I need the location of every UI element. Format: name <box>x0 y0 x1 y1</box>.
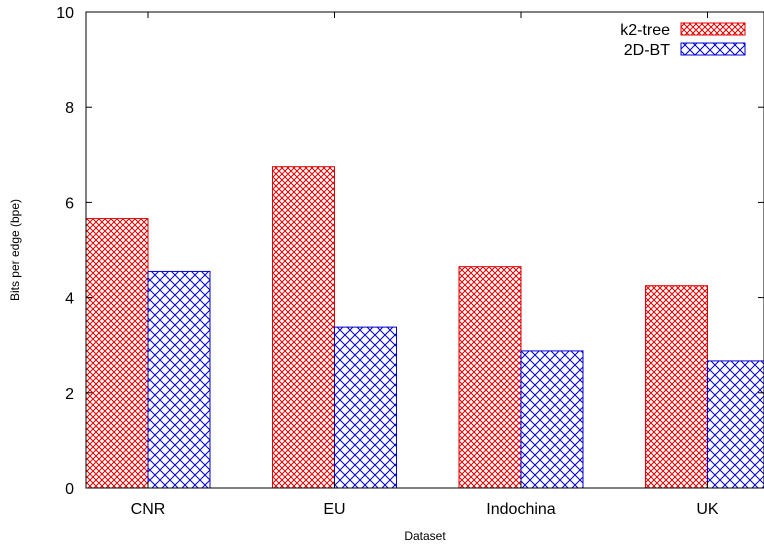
bar-k2-tree-uk <box>645 285 708 489</box>
bar-k2-tree-indochina <box>458 266 522 489</box>
legend-label: 2D-BT <box>624 42 670 59</box>
bar-2d-bt-cnr <box>147 270 211 489</box>
legend: k2-tree 2D-BT <box>620 22 746 59</box>
x-tick-label: Indochina <box>486 501 555 518</box>
y-tick-label: 4 <box>65 291 74 308</box>
plot-frame <box>85 11 764 489</box>
bar-2d-bt-uk <box>707 360 764 489</box>
y-tick-label: 8 <box>65 100 74 117</box>
y-axis-title: Bits per edge (bpe) <box>8 199 22 301</box>
x-tick-label: EU <box>323 501 345 518</box>
y-tick-label: 2 <box>65 386 74 403</box>
legend-swatch <box>680 42 746 56</box>
bar-k2-tree-eu <box>272 166 335 489</box>
bar-2d-bt-eu <box>334 326 397 489</box>
bars-group <box>85 166 764 489</box>
y-tick-label: 0 <box>65 481 74 498</box>
legend-swatch <box>680 22 746 36</box>
y-axis: 0 2 4 6 8 10 <box>56 5 764 498</box>
x-axis: CNR EU Indochina UK <box>131 12 719 518</box>
bar-k2-tree-cnr <box>85 218 149 489</box>
legend-label: k2-tree <box>620 22 670 39</box>
x-tick-label: UK <box>696 501 719 518</box>
bar-2d-bt-indochina <box>520 350 584 489</box>
x-axis-title: Dataset <box>404 529 446 543</box>
y-tick-label: 10 <box>56 5 74 22</box>
x-tick-label: CNR <box>131 501 166 518</box>
y-tick-label: 6 <box>65 195 74 212</box>
